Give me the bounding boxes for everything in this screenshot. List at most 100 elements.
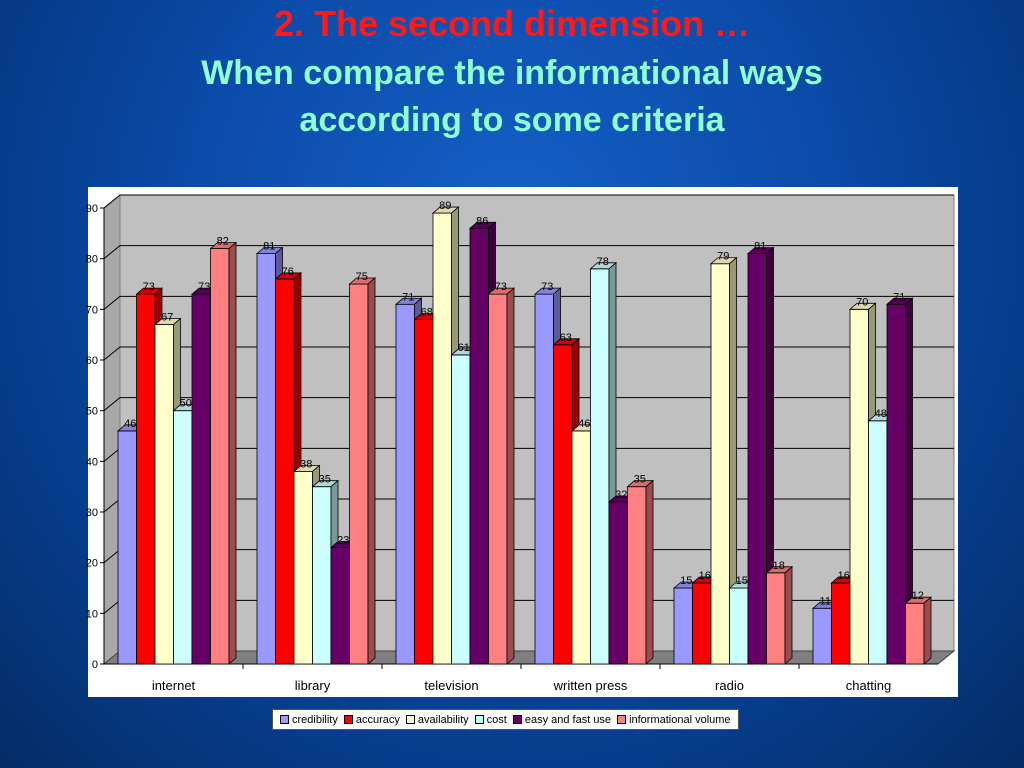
bar-side: [784, 565, 793, 665]
bar-credibility: [812, 607, 832, 665]
legend-swatch: [512, 715, 522, 724]
slide-title-line-3: according to some criteria: [299, 101, 725, 139]
bar-informational-volume: [349, 283, 369, 665]
legend-item: easy and fast use: [512, 713, 612, 726]
bar-availability: [432, 212, 452, 665]
bar-cost: [729, 587, 749, 665]
data-label: 78: [597, 256, 609, 268]
data-label: 16: [699, 570, 711, 582]
legend-item: credibility: [280, 714, 338, 726]
x-category-label: written press: [553, 678, 628, 693]
bar-informational-volume: [766, 572, 786, 665]
bar-availability: [571, 430, 591, 665]
y-tick-label: 30: [86, 507, 98, 519]
gridline: [103, 295, 954, 310]
bar-informational-volume: [627, 486, 647, 665]
data-label: 89: [439, 200, 451, 212]
bar-credibility: [117, 430, 137, 665]
bar-accuracy: [136, 293, 156, 665]
bar-easy-and-fast-use: [747, 253, 767, 665]
chart-legend: credibility accuracy availability cost easy …: [272, 709, 739, 730]
gridline: [103, 194, 954, 209]
bar-informational-volume: [905, 602, 925, 665]
bar-informational-volume: [210, 248, 230, 665]
data-label: 71: [402, 291, 414, 303]
bar-cost: [451, 354, 471, 665]
data-label: 63: [560, 332, 572, 344]
data-label: 81: [754, 241, 766, 253]
legend-label: cost: [486, 713, 507, 726]
y-tick-label: 70: [86, 304, 98, 316]
bar-cost: [590, 268, 610, 665]
bar-accuracy: [414, 319, 434, 665]
bar-accuracy: [553, 344, 573, 665]
data-label: 79: [717, 251, 729, 263]
data-label: 70: [856, 296, 868, 308]
bar-informational-volume: [488, 293, 508, 665]
data-label: 68: [421, 306, 433, 318]
bar-credibility: [395, 303, 415, 665]
data-label: 18: [773, 560, 785, 572]
data-label: 46: [124, 418, 136, 430]
legend-swatch: [343, 715, 353, 724]
bar-availability: [710, 263, 730, 665]
data-label: 16: [838, 570, 850, 582]
bar-side: [228, 241, 237, 665]
data-label: 15: [680, 575, 692, 587]
data-label: 73: [495, 281, 507, 293]
data-label: 50: [180, 398, 192, 410]
data-label: 67: [161, 312, 173, 324]
legend-swatch: [474, 715, 484, 724]
data-label: 76: [282, 266, 294, 278]
data-label: 82: [217, 236, 229, 248]
bar-easy-and-fast-use: [608, 501, 628, 665]
bar-accuracy: [692, 582, 712, 665]
data-label: 75: [356, 271, 368, 283]
bar-easy-and-fast-use: [886, 303, 906, 665]
data-label: 73: [198, 281, 210, 293]
data-label: 15: [736, 575, 748, 587]
bar-easy-and-fast-use: [191, 293, 211, 665]
legend-label: informational volume: [629, 713, 731, 726]
bar-credibility: [534, 293, 554, 665]
bar-side: [506, 287, 515, 665]
legend-item: informational volume: [617, 714, 731, 726]
bar-accuracy: [831, 582, 851, 665]
legend-swatch: [280, 715, 289, 724]
gridline: [103, 245, 954, 260]
bar-accuracy: [275, 278, 295, 665]
slide-title-line-1: 2. The second dimension …: [273, 3, 751, 44]
gridline: [103, 346, 954, 361]
bar-easy-and-fast-use: [330, 547, 350, 665]
x-category-label: radio: [715, 678, 744, 693]
y-tick-label: 0: [92, 659, 98, 671]
y-tick-label: 40: [86, 456, 98, 468]
bar-cost: [173, 410, 193, 665]
legend-label: availability: [417, 713, 469, 726]
data-label: 35: [634, 474, 646, 486]
data-label: 81: [263, 241, 275, 253]
legend-label: easy and fast use: [524, 713, 612, 726]
x-category-label: internet: [152, 678, 196, 693]
y-tick-label: 10: [86, 608, 98, 620]
bar-availability: [293, 471, 313, 665]
legend-swatch: [405, 715, 415, 724]
bar-cost: [312, 486, 332, 665]
x-category-label: chatting: [846, 678, 892, 693]
slide-title-line-2: When compare the informational ways: [201, 54, 823, 92]
legend-item: availability: [405, 713, 469, 726]
x-category-label: television: [424, 678, 478, 693]
bar-availability: [154, 324, 174, 665]
data-label: 46: [578, 418, 590, 430]
legend-label: credibility: [292, 713, 338, 726]
data-label: 35: [319, 474, 331, 486]
data-label: 38: [300, 458, 312, 470]
gridline: [103, 397, 954, 412]
legend-swatch: [617, 715, 627, 724]
y-tick-label: 90: [86, 203, 98, 215]
bar-side: [645, 479, 654, 665]
data-label: 61: [458, 342, 470, 354]
data-label: 86: [476, 215, 488, 227]
data-label: 32: [615, 489, 627, 501]
